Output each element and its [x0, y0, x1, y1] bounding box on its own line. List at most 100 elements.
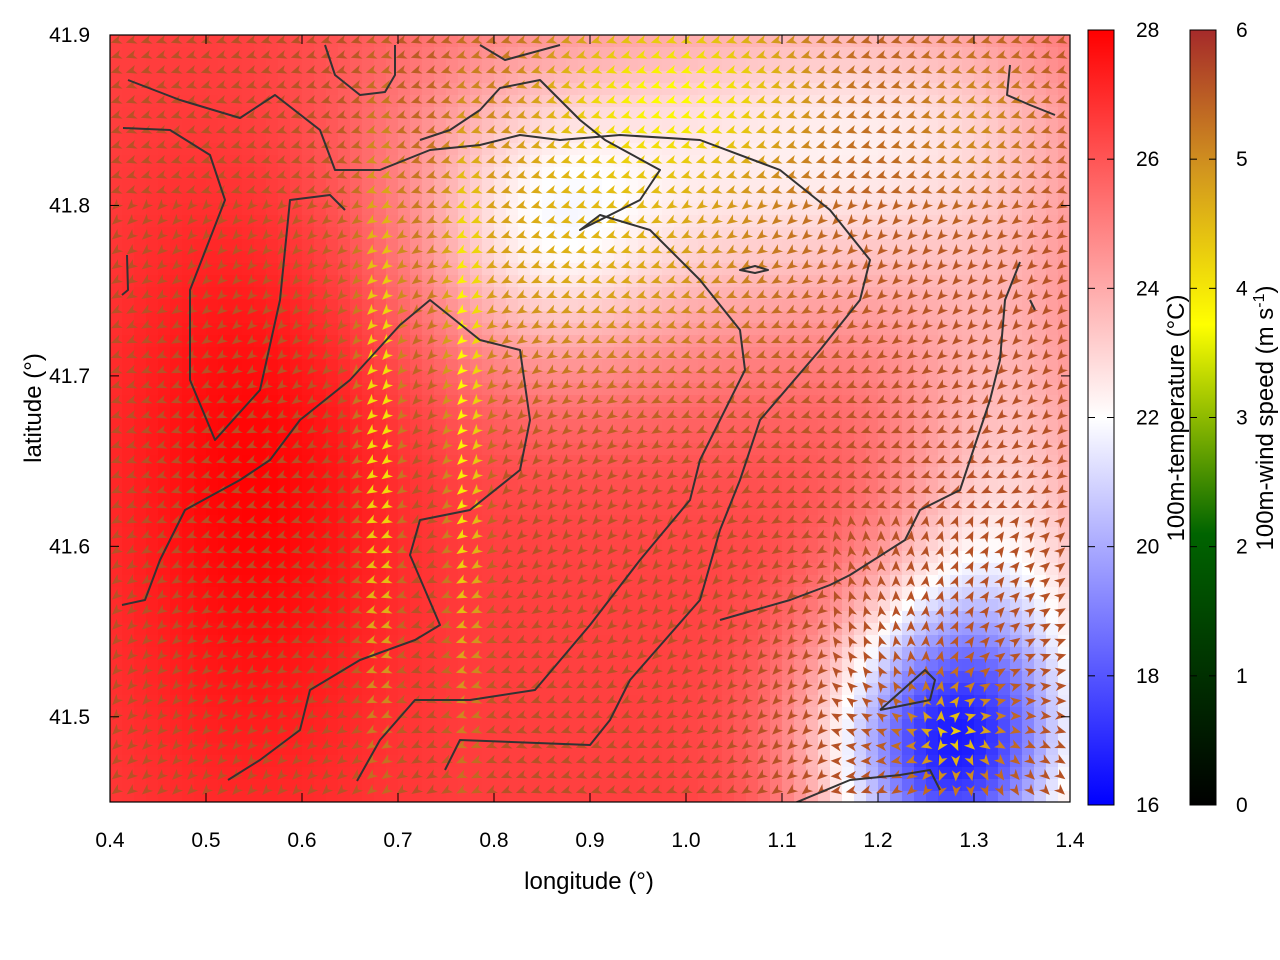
temperature-cell	[626, 419, 639, 432]
temperature-cell	[626, 191, 639, 204]
temperature-cell	[278, 431, 291, 444]
temperature-cell	[314, 95, 327, 108]
temperature-cell	[194, 419, 207, 432]
temperature-cell	[386, 179, 399, 192]
temperature-cell	[758, 191, 771, 204]
temperature-cell	[314, 35, 327, 48]
temperature-cell	[554, 359, 567, 372]
temperature-cell	[602, 191, 615, 204]
temperature-cell	[506, 455, 519, 468]
temperature-cell	[158, 311, 171, 324]
temperature-cell	[386, 575, 399, 588]
temperature-cell	[554, 719, 567, 732]
temperature-cell	[434, 311, 447, 324]
temperature-cell	[386, 311, 399, 324]
temperature-cell	[602, 311, 615, 324]
temperature-cell	[146, 539, 159, 552]
temperature-cell	[494, 407, 507, 420]
temperature-cell	[326, 275, 339, 288]
temperature-cell	[314, 215, 327, 228]
temperature-cell	[674, 239, 687, 252]
temperature-cell	[290, 59, 303, 72]
temperature-cell	[146, 239, 159, 252]
temperature-cell	[146, 299, 159, 312]
temperature-cell	[266, 431, 279, 444]
temperature-cell	[170, 191, 183, 204]
temperature-cell	[206, 95, 219, 108]
temperature-cell	[638, 71, 651, 84]
temperature-cell	[374, 575, 387, 588]
temperature-cell	[302, 491, 315, 504]
temperature-cell	[614, 731, 627, 744]
temperature-cell	[254, 611, 267, 624]
temperature-cell	[134, 431, 147, 444]
temperature-cell	[614, 179, 627, 192]
temperature-cell	[554, 395, 567, 408]
temperature-cell	[458, 251, 471, 264]
temperature-cell	[710, 299, 723, 312]
temperature-cell	[266, 287, 279, 300]
temperature-cell	[674, 59, 687, 72]
temperature-cell	[194, 155, 207, 168]
temperature-cell	[674, 755, 687, 768]
temperature-cell	[566, 119, 579, 132]
temperature-cell	[386, 491, 399, 504]
temperature-cell	[338, 371, 351, 384]
temperature-cell	[242, 611, 255, 624]
temperature-cell	[122, 371, 135, 384]
temperature-cell	[662, 311, 675, 324]
temperature-cell	[566, 59, 579, 72]
temperature-cell	[134, 275, 147, 288]
temperature-cell	[530, 659, 543, 672]
temperature-cell	[482, 191, 495, 204]
temperature-cell	[518, 791, 531, 802]
temperature-cell	[614, 671, 627, 684]
temperature-cell	[362, 731, 375, 744]
temperature-cell	[446, 275, 459, 288]
temperature-cell	[134, 311, 147, 324]
temperature-cell	[314, 779, 327, 792]
temperature-cell	[134, 155, 147, 168]
temperature-cell	[446, 719, 459, 732]
temperature-cell	[434, 419, 447, 432]
temperature-cell	[734, 563, 747, 576]
temperature-cell	[542, 191, 555, 204]
temperature-cell	[278, 371, 291, 384]
temperature-cell	[446, 251, 459, 264]
temperature-cell	[218, 371, 231, 384]
temperature-cell	[134, 743, 147, 756]
temperature-cell	[386, 191, 399, 204]
temperature-cell	[182, 371, 195, 384]
temperature-cell	[542, 731, 555, 744]
temperature-cell	[734, 707, 747, 720]
temperature-cell	[554, 407, 567, 420]
temperature-cell	[146, 335, 159, 348]
temperature-cell	[734, 719, 747, 732]
temperature-cell	[518, 671, 531, 684]
temperature-cell	[458, 611, 471, 624]
temperature-cell	[506, 599, 519, 612]
temperature-cell	[434, 155, 447, 168]
temperature-cell	[626, 359, 639, 372]
temperature-cell	[590, 719, 603, 732]
temperature-cell	[254, 323, 267, 336]
temperature-cell	[494, 659, 507, 672]
temperature-cell	[710, 719, 723, 732]
temperature-cell	[218, 611, 231, 624]
temperature-cell	[686, 215, 699, 228]
temperature-cell	[626, 395, 639, 408]
temperature-cell	[266, 539, 279, 552]
temperature-cell	[746, 455, 759, 468]
temperature-cell	[146, 71, 159, 84]
temperature-cell	[746, 707, 759, 720]
temperature-cell	[326, 431, 339, 444]
temperature-cell	[494, 359, 507, 372]
temperature-cell	[314, 299, 327, 312]
temperature-cell	[146, 179, 159, 192]
temperature-cell	[746, 587, 759, 600]
temperature-cell	[242, 311, 255, 324]
temperature-cell	[554, 275, 567, 288]
temperature-cell	[386, 239, 399, 252]
temperature-cell	[554, 59, 567, 72]
temperature-cell	[530, 239, 543, 252]
